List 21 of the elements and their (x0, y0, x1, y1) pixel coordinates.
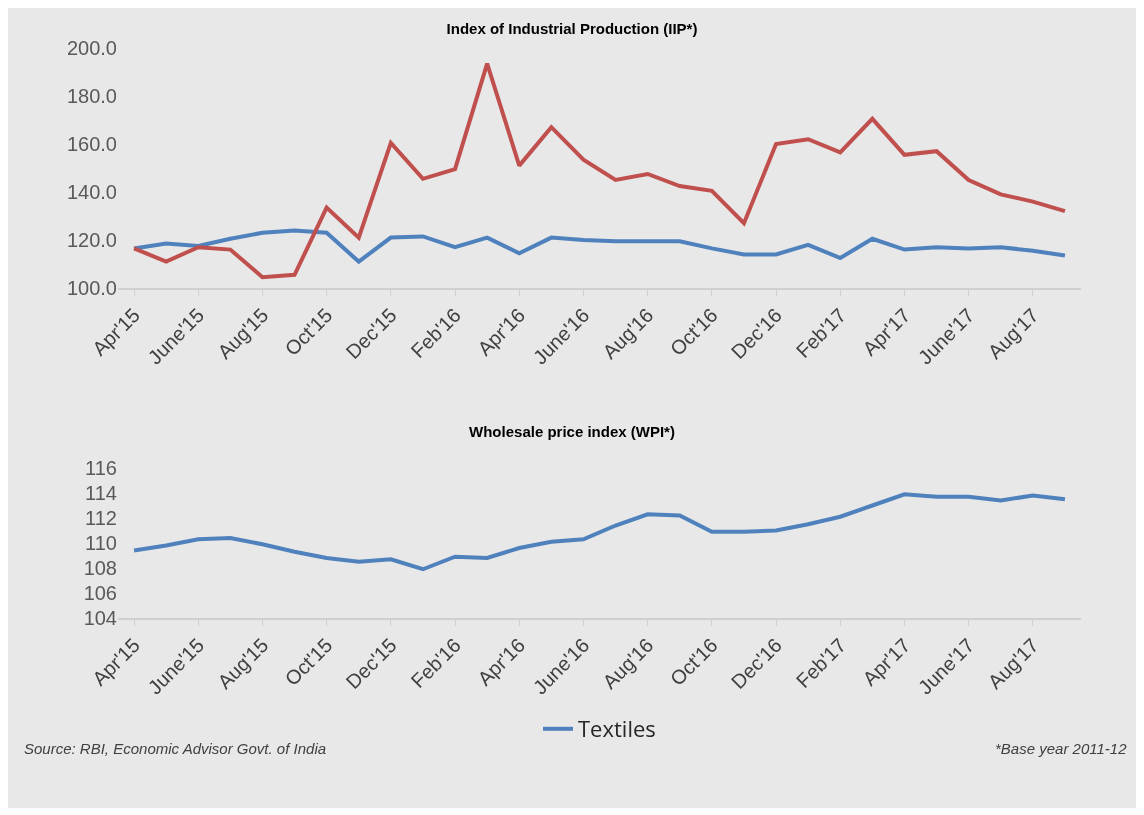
line-series (132, 61, 1067, 280)
y-tick-label: 120.0 (66, 229, 117, 251)
y-tick-label: 114 (85, 482, 117, 504)
y-tick-label: 200.0 (66, 37, 117, 59)
y-tick-label: 112 (85, 507, 117, 529)
chart-title: Wholesale price index (WPI*) (469, 423, 675, 441)
y-tick-label: 104 (83, 607, 117, 629)
y-tick-label: 140.0 (66, 181, 117, 203)
y-tick-label: 106 (83, 582, 117, 604)
y-tick-label: 108 (83, 557, 117, 579)
y-tick-label: 160.0 (66, 133, 117, 155)
y-tick-label: 110 (85, 532, 117, 554)
line-series (132, 228, 1067, 264)
line-series (132, 492, 1067, 572)
text: *Base year 2011-12 (995, 740, 1128, 757)
chart-title: Index of Industrial Production (IIP*) (446, 20, 698, 38)
legend-label: Textiles (578, 713, 656, 744)
y-tick-label: 180.0 (66, 85, 117, 107)
y-tick-label: 100.0 (66, 277, 117, 299)
source-note: Source: RBI, Economic Advisor Govt. of India (24, 740, 327, 757)
y-tick-label: 116 (85, 457, 117, 479)
